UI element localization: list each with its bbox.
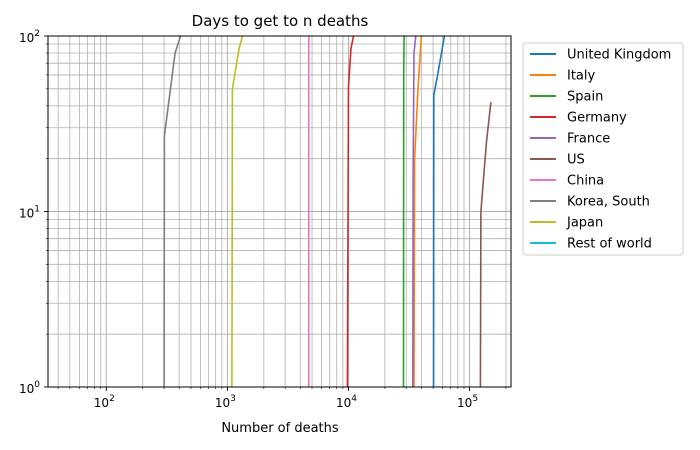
y-tick-label-base: 10 [19, 31, 34, 45]
x-tick-label-base: 10 [457, 396, 472, 410]
legend-frame [522, 42, 684, 256]
x-tick-label: 103 [215, 394, 236, 410]
legend[interactable]: United Kingdom Italy Spain Germany France US C… [522, 42, 684, 256]
y-tick-label-exponent: 1 [34, 205, 40, 215]
series-layer [163, 35, 492, 388]
x-tick-label: 105 [457, 394, 478, 410]
series-line-spain [402, 35, 405, 388]
series-line-italy [413, 35, 423, 388]
chart-title: Days to get to n deaths [192, 12, 369, 30]
legend-label-germany: Germany [567, 111, 627, 126]
y-tick-label-base: 10 [19, 382, 34, 396]
legend-label-italy: Italy [567, 69, 596, 84]
x-tick-label-base: 10 [336, 396, 351, 410]
x-tick-label-exponent: 2 [109, 394, 115, 404]
legend-label-france: France [567, 132, 610, 147]
x-tick-label-exponent: 4 [351, 394, 357, 404]
y-tick-label: 101 [19, 205, 40, 221]
series-line-us [479, 102, 492, 388]
y-tick-label-base: 10 [19, 207, 34, 221]
series-line-germany [346, 35, 355, 388]
y-tick-label-exponent: 0 [34, 380, 40, 390]
series-line-korea-south [163, 35, 182, 388]
legend-items: United Kingdom Italy Spain Germany France US C… [530, 48, 671, 252]
x-tick-label-exponent: 5 [472, 394, 478, 404]
legend-label-japan: Japan [566, 216, 603, 231]
legend-label-korea-south: Korea, South [567, 195, 650, 210]
series-line-united-kingdom [432, 35, 446, 388]
x-tick-label-base: 10 [215, 396, 230, 410]
series-line-france [411, 35, 417, 388]
y-tick-label: 102 [19, 29, 40, 45]
x-axis-label: Number of deaths [221, 421, 339, 436]
x-tick-label: 102 [94, 394, 115, 410]
x-tick-label: 104 [336, 394, 357, 410]
x-tick-label-base: 10 [94, 396, 109, 410]
legend-label-united-kingdom: United Kingdom [567, 48, 671, 63]
legend-label-rest-of-world: Rest of world [567, 237, 652, 252]
legend-label-china: China [567, 174, 604, 189]
series-line-japan [231, 35, 244, 388]
y-tick-label: 100 [19, 380, 40, 396]
y-tick-label-exponent: 2 [34, 29, 40, 39]
x-tick-label-exponent: 3 [230, 394, 236, 404]
legend-label-us: US [567, 153, 585, 168]
grid-layer [48, 35, 511, 388]
legend-label-spain: Spain [567, 90, 603, 105]
